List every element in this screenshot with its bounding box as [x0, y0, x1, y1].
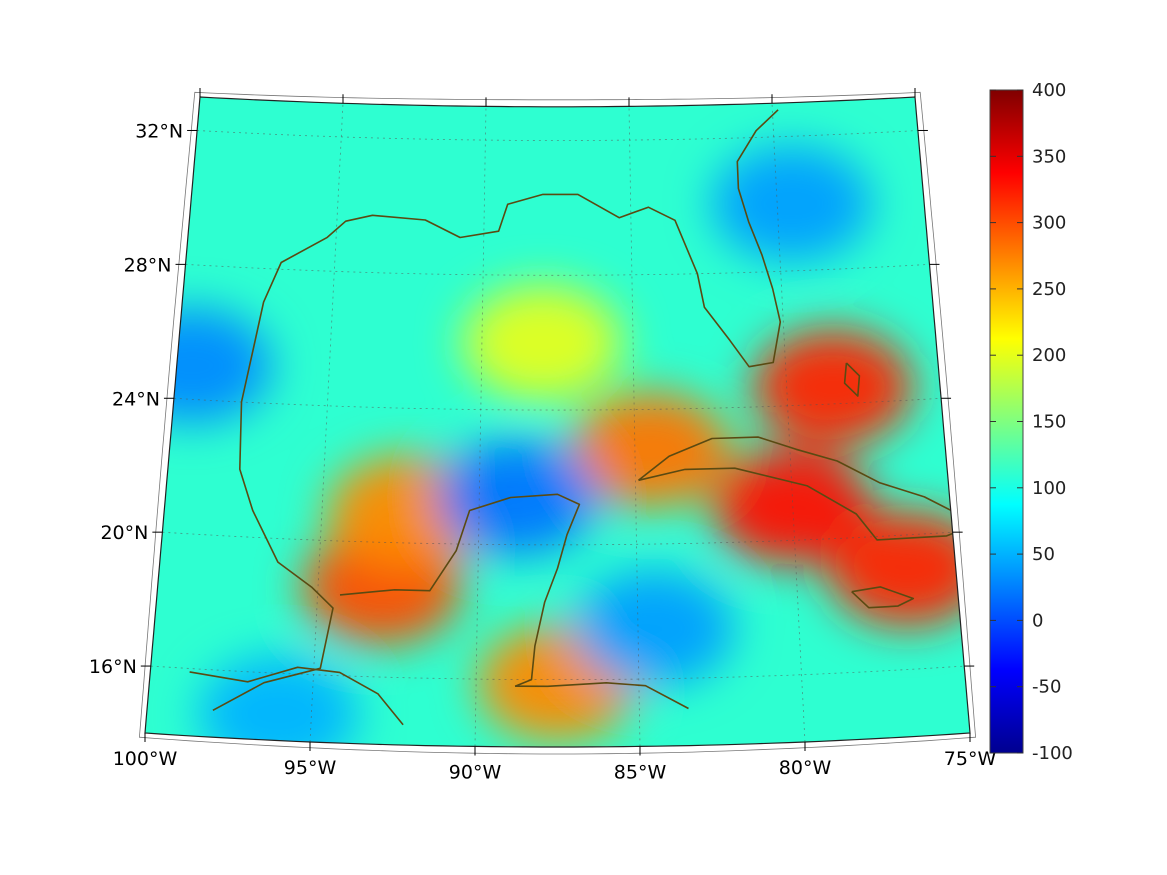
lon-tick-label: 75°W — [944, 748, 997, 770]
coastline-honduras — [515, 682, 689, 710]
coastline-jamaica — [851, 586, 915, 609]
field-anomaly — [462, 284, 623, 401]
colorbar-tick-label: -50 — [1032, 677, 1061, 698]
lat-tick-label: 32°N — [135, 120, 183, 142]
colorbar-tick-label: 300 — [1032, 213, 1066, 234]
lon-tick-label: 90°W — [449, 761, 502, 783]
parallel-line — [197, 130, 918, 141]
field-anomaly — [574, 570, 735, 687]
lon-tick-label: 80°W — [779, 757, 832, 779]
coastline-gulf-coast — [212, 109, 782, 712]
data-field — [145, 97, 970, 747]
meridian-line — [771, 103, 806, 743]
graticule — [150, 103, 965, 747]
map-area: 32°N 28°N 24°N 20°N 16°N 100°W 95°W 90°W 85°W 80°… — [89, 88, 997, 783]
colorbar-tick-label: 150 — [1032, 412, 1066, 433]
colorbar-tick-label: 200 — [1032, 345, 1066, 366]
colorbar-tick-label: 0 — [1032, 610, 1043, 631]
lat-tick-label: 20°N — [100, 522, 148, 544]
lat-tick-label: 24°N — [112, 388, 160, 410]
field-anomaly — [752, 329, 913, 446]
meridian-line — [309, 103, 344, 743]
colorbar-tick-label: -100 — [1032, 743, 1073, 764]
field-anomaly — [711, 145, 872, 262]
colorbar-tick-label: 400 — [1032, 80, 1066, 101]
colorbar: 400 350 300 250 200 150 100 50 0 -50 -100 — [989, 80, 1073, 764]
lon-tick-label: 100°W — [113, 748, 178, 770]
coastline-pacific — [189, 666, 404, 726]
colorbar-tick-label: 350 — [1032, 146, 1066, 167]
coastline-yucatan — [339, 493, 581, 687]
frame-outer-border — [138, 91, 977, 755]
parallel-line — [185, 264, 930, 276]
colorbar-tick-label: 250 — [1032, 279, 1066, 300]
tick-labels: 32°N 28°N 24°N 20°N 16°N 100°W 95°W 90°W 85°W 80°… — [89, 88, 997, 783]
field-anomaly — [570, 391, 731, 508]
coastline-andros — [843, 362, 861, 397]
parallel-line — [150, 665, 965, 680]
lon-tick-label: 85°W — [614, 761, 667, 783]
lat-tick-label: 28°N — [124, 254, 172, 276]
lon-tick-label: 95°W — [284, 757, 337, 779]
colorbar-tick-label: 50 — [1032, 544, 1055, 565]
colorbar-ticks: 400 350 300 250 200 150 100 50 0 -50 -100 — [990, 80, 1073, 764]
lat-tick-label: 16°N — [89, 656, 137, 678]
colorbar-tick-label: 100 — [1032, 478, 1066, 499]
field-anomaly — [827, 510, 970, 627]
